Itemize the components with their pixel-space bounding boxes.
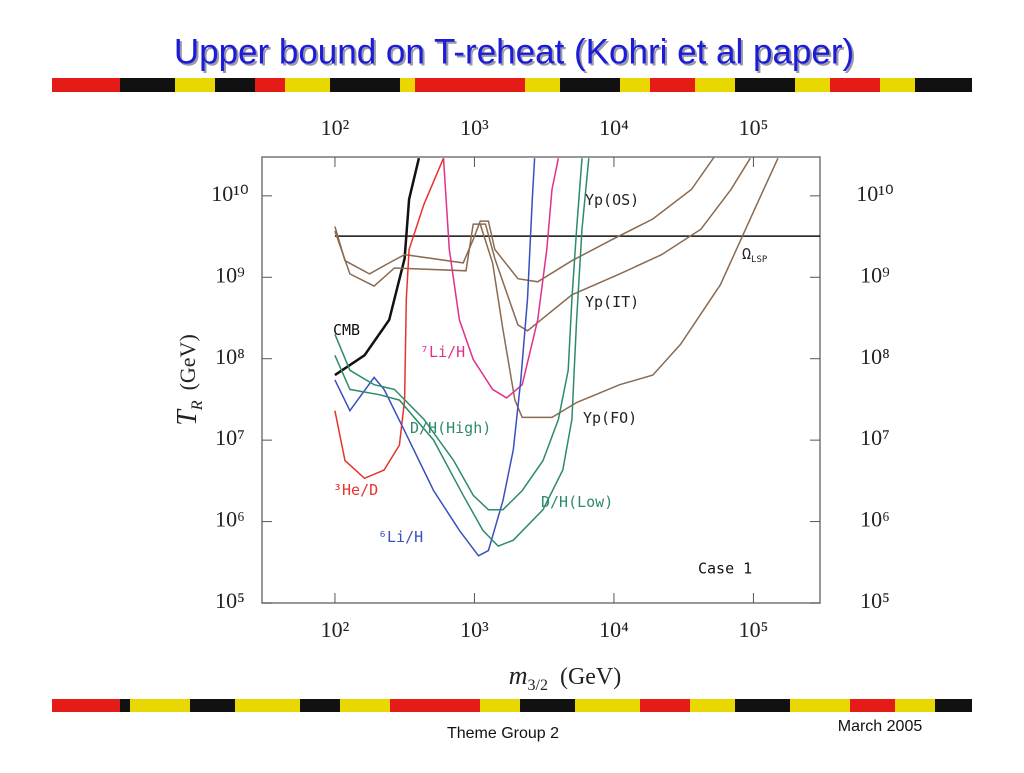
- y-label-unit: (GeV): [175, 334, 200, 390]
- curve-label: Yp(IT): [585, 293, 639, 311]
- annotation: Case 1: [698, 560, 752, 578]
- y-tick-label-right: 10⁵: [860, 588, 890, 613]
- x-tick-label: 10⁴: [599, 617, 629, 642]
- slide-title: Upper bound on T-reheat (Kohri et al pap…: [174, 32, 854, 71]
- y-tick-label-right: 10⁹: [860, 262, 890, 287]
- y-axis-label-group: TR (GeV): [172, 334, 205, 426]
- curve-label-subscript: LSP: [751, 255, 768, 265]
- curve: [479, 157, 779, 419]
- x-label-subscript: 3/2: [528, 677, 548, 694]
- curve-label-name: CMB: [333, 321, 360, 339]
- curve-label: ³He/D: [333, 481, 378, 499]
- curve-label-name: Ω: [742, 245, 751, 263]
- y-tick-label: 10⁸: [215, 344, 245, 369]
- curve-label: Yp(OS): [585, 191, 639, 209]
- curve: [442, 158, 560, 399]
- plot-frame: [261, 156, 821, 604]
- x-label-unit: (GeV): [560, 664, 621, 690]
- curve-label: ⁶Li/H: [378, 528, 423, 546]
- plot: [334, 157, 820, 557]
- y-tick-label: 10⁷: [215, 425, 245, 450]
- curve-label-name: ³He/D: [333, 481, 378, 499]
- curve-label: CMB: [333, 321, 360, 339]
- x-tick-label: 10⁵: [739, 617, 769, 642]
- y-label-subscript: R: [189, 400, 206, 411]
- curve: [334, 158, 590, 547]
- y-tick-label: 10⁵: [215, 588, 245, 613]
- y-tick-label-right: 10¹⁰: [856, 181, 894, 206]
- curve: [334, 157, 716, 283]
- title-shadow: Upper bound on T-reheat (Kohri et al pap…: [176, 34, 856, 73]
- y-tick-label: 10⁹: [215, 262, 245, 287]
- x-tick-label-top: 10²: [321, 115, 350, 140]
- y-tick-label-right: 10⁸: [860, 344, 890, 369]
- y-label-symbol: T: [172, 408, 203, 426]
- curve-label-name: D/H(Low): [541, 493, 613, 511]
- y-tick-label-right: 10⁶: [860, 507, 890, 532]
- x-tick-label: 10²: [321, 617, 350, 642]
- x-tick-label: 10³: [460, 617, 489, 642]
- y-tick-label-right: 10⁷: [860, 425, 890, 450]
- curve-label-name: ⁷Li/H: [420, 343, 465, 361]
- curve: [334, 157, 445, 480]
- series-group: [334, 157, 820, 557]
- curve-label-name: Yp(OS): [585, 191, 639, 209]
- footer: Theme Group 2: [447, 725, 559, 742]
- curve-label: Yp(FO): [583, 409, 637, 427]
- curve-label: ΩLSP: [742, 245, 768, 265]
- x-tick-label-top: 10⁵: [739, 115, 769, 140]
- curve-label-name: Yp(IT): [585, 293, 639, 311]
- bottom-stripe: [52, 699, 972, 712]
- x-axis-label: m3/2 (GeV): [509, 661, 622, 694]
- curve: [334, 158, 583, 511]
- curve: [334, 157, 751, 332]
- date: March 2005: [838, 718, 923, 735]
- top-stripe: [52, 78, 972, 92]
- y-tick-label: 10⁶: [215, 507, 245, 532]
- y-axis-label: TR (GeV): [172, 334, 205, 426]
- curve-label: ⁷Li/H: [420, 343, 465, 361]
- curve: [334, 157, 421, 377]
- curve-label: D/H(High): [410, 419, 491, 437]
- curve-label-name: Yp(FO): [583, 409, 637, 427]
- x-label-symbol: m: [509, 661, 528, 690]
- x-tick-label-top: 10³: [460, 115, 489, 140]
- x-tick-label-top: 10⁴: [599, 115, 629, 140]
- curve-label: D/H(Low): [541, 493, 613, 511]
- curve-label-name: ⁶Li/H: [378, 528, 423, 546]
- curve: [334, 158, 536, 557]
- y-tick-label: 10¹⁰: [211, 181, 249, 206]
- curve-label-name: D/H(High): [410, 419, 491, 437]
